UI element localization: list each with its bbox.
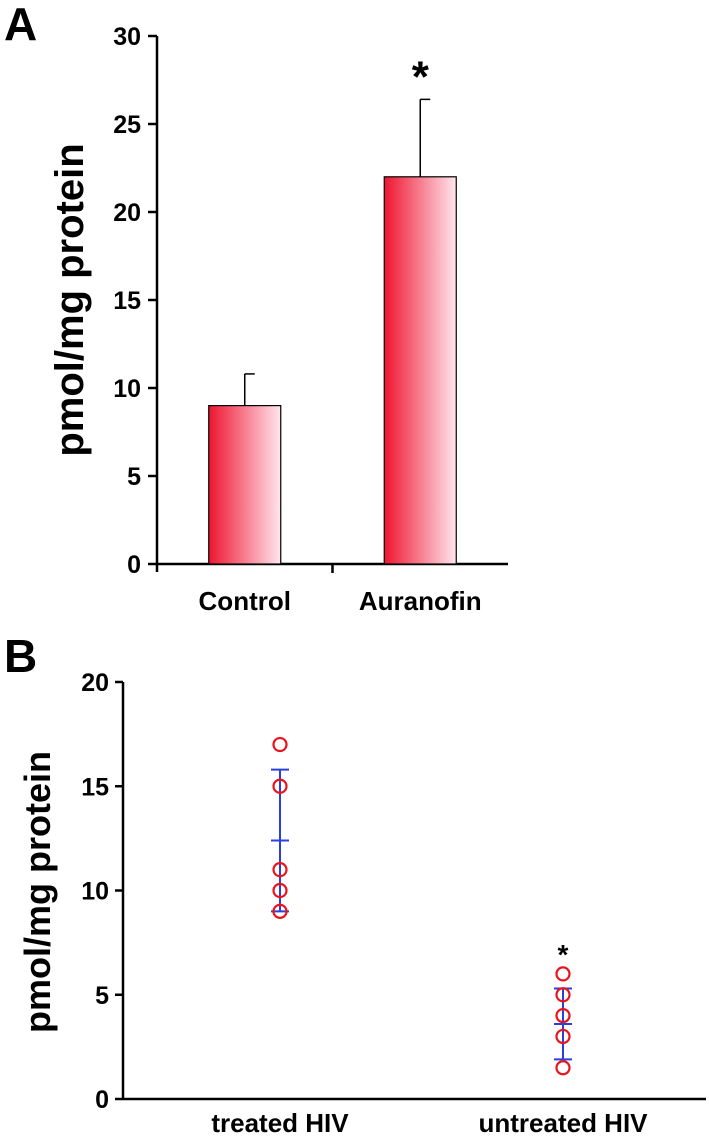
- x-category-label-untreated-hiv: untreated HIV: [478, 1108, 648, 1138]
- data-point-untreated-hiv: [555, 1007, 571, 1024]
- panel-b-y-tick-label: 5: [95, 982, 109, 1010]
- data-point-untreated-hiv: [555, 1028, 571, 1045]
- data-point-treated-hiv: [272, 862, 288, 878]
- panel-b-letter: B: [4, 630, 37, 682]
- panel-a-bar-chart: A pmol/mg protein 0 5 10 15 20 25 30 Control Aur…: [4, 0, 508, 616]
- panel-a-y-axis-label: pmol/mg protein: [48, 143, 92, 456]
- panel-a-axes: 0 5 10 15 20 25 30 Control Auranofin: [113, 23, 508, 616]
- panel-a-y-tick-label: 0: [127, 551, 141, 579]
- bar-auranofin: [383, 176, 457, 565]
- panel-b-scatter-chart: B pmol/mg protein 0 5 10 15 20 treated HIV unt…: [4, 630, 706, 1138]
- x-category-label-treated-hiv: treated HIV: [211, 1108, 349, 1138]
- series-untreated-hiv: [554, 966, 572, 1076]
- data-point-treated-hiv: [272, 778, 288, 794]
- data-point-untreated-hiv: [555, 1060, 571, 1076]
- panel-a-y-tick-label: 25: [113, 111, 141, 139]
- significance-star-auranofin: *: [412, 52, 430, 101]
- data-point-untreated-hiv: [555, 987, 571, 1003]
- x-category-label-control: Control: [199, 586, 291, 616]
- panel-a-y-tick-label: 20: [113, 199, 141, 227]
- panel-a-y-tick-label: 30: [113, 23, 141, 51]
- panel-b-y-axis-label: pmol/mg protein: [17, 751, 58, 1033]
- panel-b-y-tick-label: 10: [81, 878, 109, 906]
- panel-a-bars: *: [208, 52, 457, 565]
- x-category-label-auranofin: Auranofin: [359, 586, 482, 616]
- data-point-treated-hiv: [272, 903, 288, 919]
- panel-b-y-tick-label: 0: [95, 1086, 109, 1114]
- panel-b-y-tick-label: 15: [81, 773, 109, 801]
- panel-a-letter: A: [4, 0, 37, 50]
- panel-b-y-tick-label: 20: [81, 669, 109, 697]
- data-point-untreated-hiv: [555, 966, 571, 982]
- panel-b-points: *: [271, 736, 572, 1076]
- series-treated-hiv: [271, 736, 289, 919]
- panel-a-y-tick-label: 15: [113, 287, 141, 315]
- panel-a-y-tick-label: 10: [113, 375, 141, 403]
- panel-b-axes: 0 5 10 15 20 treated HIV untreated HIV: [81, 669, 706, 1138]
- data-point-treated-hiv: [272, 736, 288, 753]
- panel-a-y-tick-label: 5: [127, 463, 141, 491]
- significance-star-untreated-hiv: *: [558, 939, 569, 970]
- data-point-treated-hiv: [272, 882, 288, 899]
- bar-control: [208, 405, 282, 565]
